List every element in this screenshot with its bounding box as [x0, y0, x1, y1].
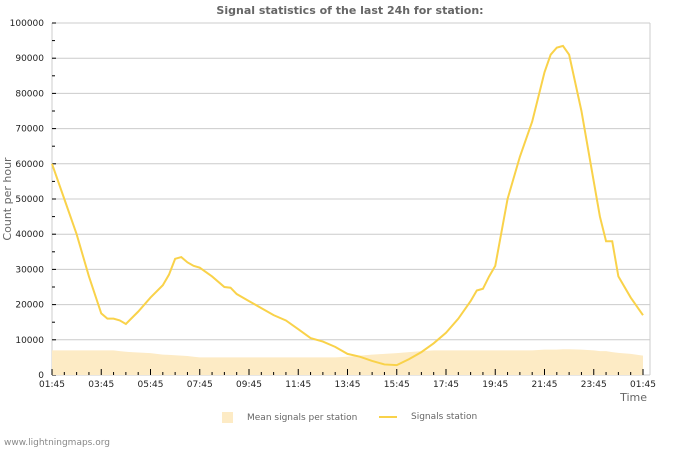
svg-text:0: 0 [38, 371, 44, 381]
svg-text:13:45: 13:45 [335, 380, 361, 390]
chart-title: Signal statistics of the last 24h for st… [216, 4, 484, 17]
svg-text:80000: 80000 [15, 89, 44, 99]
legend-mean-label: Mean signals per station [247, 412, 358, 423]
svg-text:23:45: 23:45 [581, 380, 607, 390]
svg-text:11:45: 11:45 [285, 380, 311, 390]
svg-text:19:45: 19:45 [482, 380, 508, 390]
svg-text:07:45: 07:45 [187, 380, 213, 390]
legend-item-mean: Mean signals per station [222, 412, 357, 423]
signals-swatch-icon [379, 416, 397, 418]
svg-text:10000: 10000 [15, 336, 44, 346]
legend-item-signals: Signals station [379, 412, 477, 422]
svg-text:100000: 100000 [10, 19, 45, 29]
svg-text:15:45: 15:45 [384, 380, 410, 390]
svg-text:17:45: 17:45 [433, 380, 459, 390]
svg-text:60000: 60000 [15, 160, 44, 170]
svg-text:09:45: 09:45 [236, 380, 262, 390]
svg-text:21:45: 21:45 [532, 380, 558, 390]
svg-text:90000: 90000 [15, 54, 44, 64]
svg-text:01:45: 01:45 [630, 380, 656, 390]
svg-text:50000: 50000 [15, 195, 44, 205]
legend-signals-label: Signals station [411, 412, 478, 422]
svg-text:70000: 70000 [15, 125, 44, 135]
mean-swatch-icon [222, 412, 233, 423]
svg-text:05:45: 05:45 [138, 380, 164, 390]
svg-text:30000: 30000 [15, 265, 44, 275]
footer-credit: www.lightningmaps.org [4, 438, 110, 448]
svg-text:Count per hour: Count per hour [1, 157, 14, 241]
svg-text:40000: 40000 [15, 230, 44, 240]
svg-text:Time: Time [619, 391, 647, 404]
svg-text:20000: 20000 [15, 301, 44, 311]
svg-text:01:45: 01:45 [39, 380, 65, 390]
svg-text:03:45: 03:45 [88, 380, 114, 390]
